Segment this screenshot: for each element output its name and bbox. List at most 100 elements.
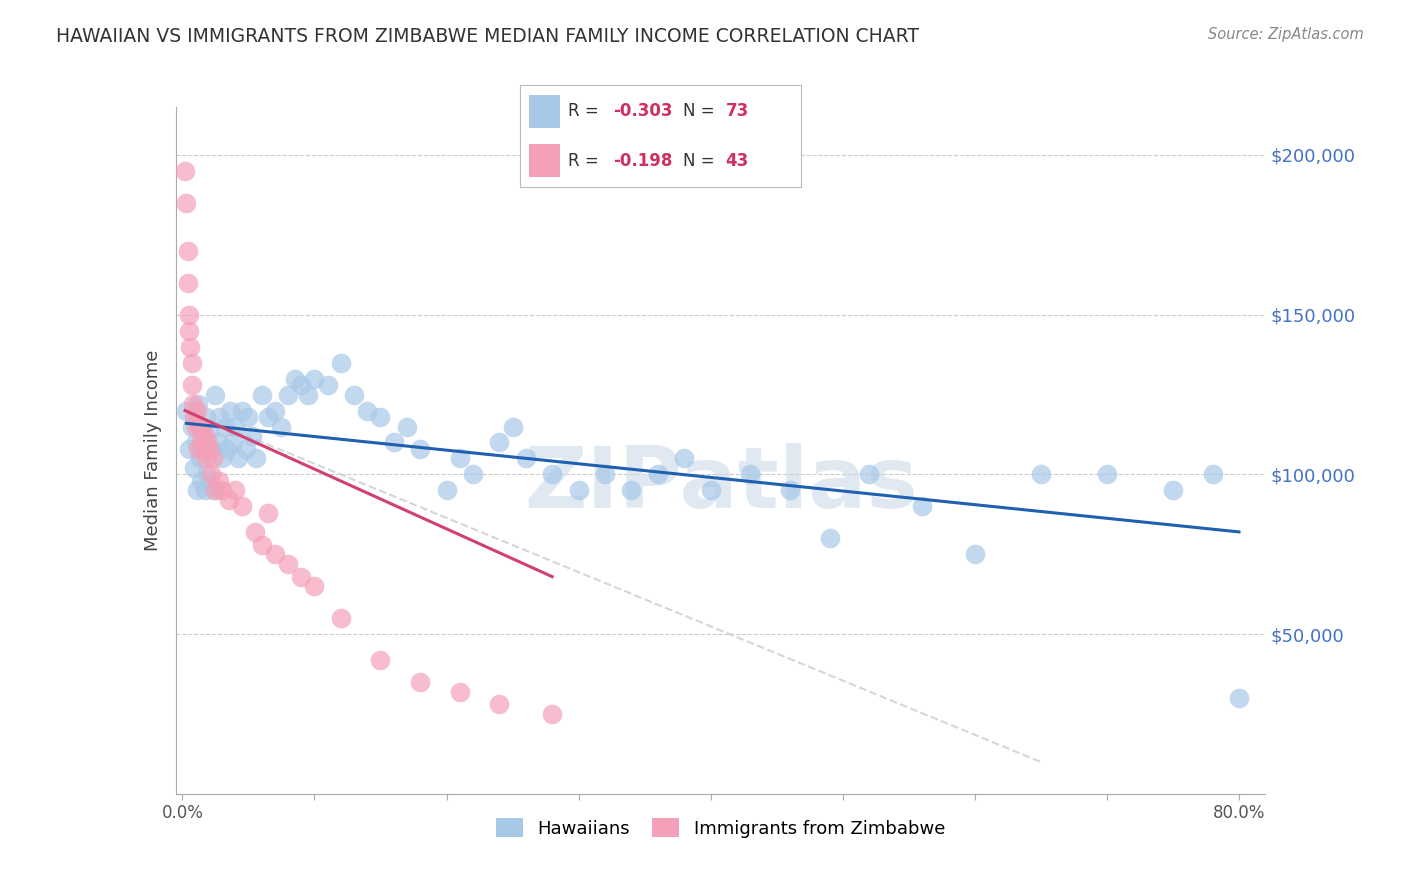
Point [193,442,215,456]
Point [217,442,239,456]
Point [673,451,696,466]
Text: N =: N = [683,103,720,120]
FancyBboxPatch shape [529,145,560,177]
Point [218,493,240,508]
Point [382,435,405,450]
Point [204,387,226,401]
Point [193,442,215,456]
Point [304,371,326,385]
Point [449,684,471,698]
Text: R =: R = [568,152,605,169]
Point [191,419,214,434]
Point [647,467,669,482]
Point [181,397,204,411]
Point [211,483,233,498]
Point [200,467,222,482]
Point [370,409,392,424]
Point [190,435,212,450]
Point [593,467,616,482]
Point [188,451,211,466]
Point [177,308,200,322]
Point [329,356,352,370]
Point [180,419,202,434]
Point [488,435,510,450]
Point [187,442,209,456]
Point [343,387,366,401]
Point [1029,467,1052,482]
Point [257,506,280,520]
Point [779,483,801,498]
Point [202,483,225,498]
Point [191,429,214,443]
Point [194,429,217,443]
Point [277,557,299,571]
Point [183,461,205,475]
Point [180,356,202,370]
Point [1095,467,1118,482]
Point [186,403,208,417]
Point [188,419,211,434]
Point [200,442,222,456]
Point [208,474,231,488]
Point [541,706,564,721]
Point [395,419,418,434]
Point [329,611,352,625]
Text: 73: 73 [725,103,749,120]
Point [197,425,219,440]
Point [277,387,299,401]
Point [231,403,253,417]
Text: HAWAIIAN VS IMMIGRANTS FROM ZIMBABWE MEDIAN FAMILY INCOME CORRELATION CHART: HAWAIIAN VS IMMIGRANTS FROM ZIMBABWE MED… [56,27,920,45]
Point [214,419,236,434]
Point [370,653,392,667]
Point [818,531,841,545]
Point [515,451,537,466]
Point [208,409,231,424]
Point [263,547,285,561]
Point [1227,691,1250,706]
Point [176,403,198,417]
FancyBboxPatch shape [529,95,560,128]
Point [1161,483,1184,498]
Point [207,435,229,450]
Point [963,547,986,561]
Point [240,429,263,443]
Point [436,483,458,498]
Point [304,579,326,593]
Point [186,483,208,498]
Point [176,276,198,290]
Point [449,451,471,466]
Y-axis label: Median Family Income: Median Family Income [143,350,162,551]
Point [219,403,242,417]
Point [541,467,564,482]
Point [194,483,217,498]
Point [284,371,307,385]
Point [620,483,643,498]
Point [204,483,226,498]
Point [197,435,219,450]
Point [858,467,880,482]
Point [250,387,273,401]
Point [699,483,721,498]
Point [409,442,432,456]
Point [201,451,224,466]
Text: -0.198: -0.198 [613,152,672,169]
Point [197,442,219,456]
Point [224,483,246,498]
Point [190,474,212,488]
Point [568,483,591,498]
Legend: Hawaiians, Immigrants from Zimbabwe: Hawaiians, Immigrants from Zimbabwe [488,809,953,847]
Text: R =: R = [568,103,605,120]
Point [270,419,292,434]
Point [197,467,219,482]
Point [195,409,218,424]
Point [409,675,432,690]
Point [235,442,257,456]
Point [238,409,260,424]
Point [740,467,762,482]
Text: -0.303: -0.303 [613,103,672,120]
Point [461,467,484,482]
Point [290,569,312,583]
Point [226,451,249,466]
Point [231,500,253,514]
Point [224,419,246,434]
